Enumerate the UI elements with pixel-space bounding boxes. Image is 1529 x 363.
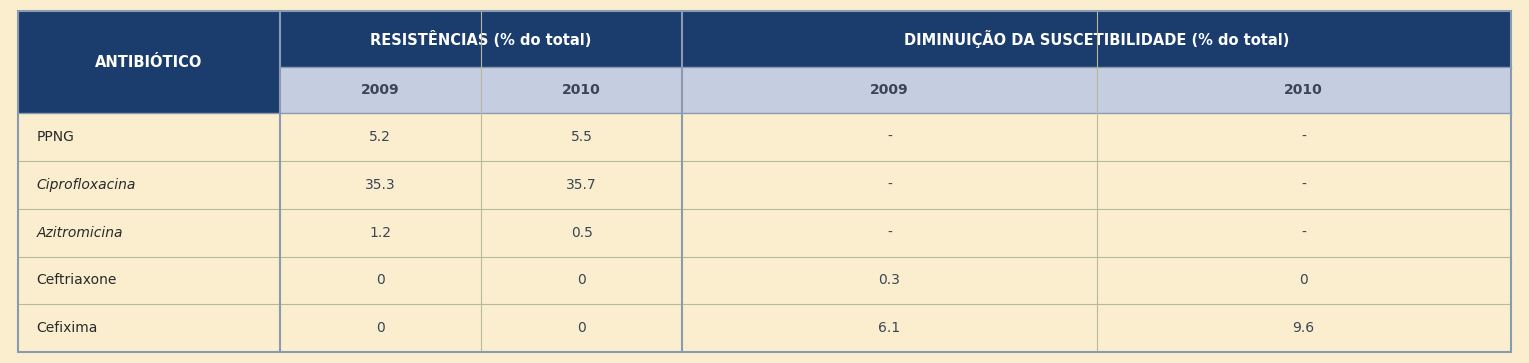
Text: 2009: 2009 — [361, 83, 399, 97]
Bar — [482, 209, 682, 257]
Bar — [18, 11, 280, 113]
Text: -: - — [887, 130, 891, 144]
Bar — [682, 11, 1511, 67]
Bar — [18, 257, 280, 304]
Bar — [280, 257, 482, 304]
Text: 0.5: 0.5 — [570, 226, 593, 240]
Text: 2010: 2010 — [563, 83, 601, 97]
Text: Azitromicina: Azitromicina — [37, 226, 124, 240]
Text: ANTIBIÓTICO: ANTIBIÓTICO — [95, 54, 203, 70]
Bar — [682, 67, 1096, 113]
Text: 1.2: 1.2 — [368, 226, 391, 240]
Bar — [682, 209, 1096, 257]
Text: -: - — [887, 226, 891, 240]
Text: 0: 0 — [376, 273, 385, 287]
Bar — [280, 113, 482, 161]
Bar — [18, 161, 280, 209]
Text: -: - — [1301, 226, 1306, 240]
Bar — [1096, 113, 1511, 161]
Text: 9.6: 9.6 — [1292, 321, 1315, 335]
Text: 0: 0 — [578, 273, 586, 287]
Bar — [18, 113, 280, 161]
Bar — [682, 161, 1096, 209]
Bar — [482, 257, 682, 304]
Text: 6.1: 6.1 — [879, 321, 901, 335]
Bar — [1096, 257, 1511, 304]
Bar — [280, 304, 482, 352]
Text: 35.7: 35.7 — [566, 178, 596, 192]
Text: 0: 0 — [376, 321, 385, 335]
Bar — [1096, 304, 1511, 352]
Text: Ciprofloxacina: Ciprofloxacina — [37, 178, 136, 192]
Bar — [280, 11, 682, 67]
Text: 5.5: 5.5 — [570, 130, 593, 144]
Bar — [482, 161, 682, 209]
Text: -: - — [887, 178, 891, 192]
Text: 35.3: 35.3 — [365, 178, 396, 192]
Text: 0: 0 — [1300, 273, 1307, 287]
Bar — [1096, 67, 1511, 113]
Bar — [280, 67, 482, 113]
Text: Ceftriaxone: Ceftriaxone — [37, 273, 118, 287]
Text: DIMINUIÇÃO DA SUSCETIBILIDADE (% do total): DIMINUIÇÃO DA SUSCETIBILIDADE (% do tota… — [904, 30, 1289, 48]
Bar — [682, 304, 1096, 352]
Bar — [18, 209, 280, 257]
Bar — [482, 304, 682, 352]
Bar — [682, 113, 1096, 161]
Text: -: - — [1301, 130, 1306, 144]
Text: 5.2: 5.2 — [370, 130, 391, 144]
Bar — [280, 209, 482, 257]
Bar — [1096, 209, 1511, 257]
Text: -: - — [1301, 178, 1306, 192]
Text: RESISTÊNCIAS (% do total): RESISTÊNCIAS (% do total) — [370, 30, 592, 48]
Bar — [682, 257, 1096, 304]
Text: PPNG: PPNG — [37, 130, 75, 144]
Text: Cefixima: Cefixima — [37, 321, 98, 335]
Bar — [280, 161, 482, 209]
Text: 2010: 2010 — [1284, 83, 1323, 97]
Text: 0: 0 — [578, 321, 586, 335]
Bar — [482, 67, 682, 113]
Text: 2009: 2009 — [870, 83, 908, 97]
Text: 0.3: 0.3 — [879, 273, 901, 287]
Bar — [1096, 161, 1511, 209]
Bar — [482, 113, 682, 161]
Bar — [18, 304, 280, 352]
